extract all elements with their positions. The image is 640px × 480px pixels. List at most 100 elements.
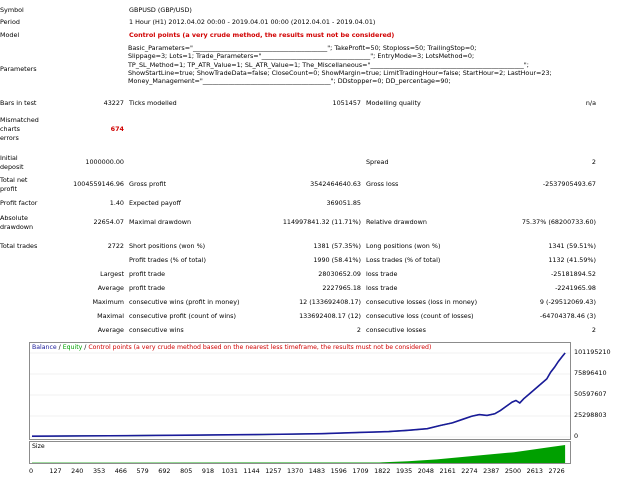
total-net-profit-label: Total net: [0, 176, 28, 184]
initial-deposit-value: 1000000.00: [85, 158, 124, 166]
parameters-line: Money_Management="______________________…: [128, 77, 451, 86]
maximal-cons-loss-value: -64704378.46 (3): [539, 312, 596, 320]
mismatched-label: Mismatched: [0, 116, 39, 124]
balance-line: [31, 352, 566, 437]
x-tick-label: 1257: [265, 467, 282, 475]
y-tick-label: 75896410: [574, 369, 607, 377]
modelling-quality-value: n/a: [585, 99, 596, 107]
spread-label: Spread: [366, 158, 389, 166]
size-chart: Size: [29, 441, 571, 464]
maximal-cons-profit-label: consecutive profit (count of wins): [129, 312, 236, 320]
bars-in-test-label: Bars in test: [0, 99, 37, 107]
short-positions-value: 1381 (57.35%): [313, 242, 361, 250]
maximal-cons-loss-label: consecutive loss (count of losses): [366, 312, 474, 320]
x-tick-label: 692: [158, 467, 171, 475]
equity-line: [31, 352, 566, 437]
total-net-profit-label: profit: [0, 185, 17, 193]
average-profit-label: profit trade: [129, 284, 166, 292]
relative-drawdown-label: Relative drawdown: [366, 218, 427, 226]
profit-factor-label: Profit factor: [0, 199, 38, 207]
largest-label: Largest: [100, 270, 124, 278]
x-tick-label: 240: [71, 467, 84, 475]
parameters-line: Slippage=3; Lots=1; Trade_Parameters="__…: [128, 52, 475, 61]
legend-balance: Balance: [32, 344, 57, 351]
x-tick-label: 2387: [483, 467, 500, 475]
largest-profit-label: profit trade: [129, 270, 166, 278]
initial-deposit-label: deposit: [0, 163, 24, 171]
expected-payoff-value: 369051.85: [326, 199, 361, 207]
long-positions-label: Long positions (won %): [366, 242, 441, 250]
gross-profit-value: 3542464640.63: [310, 180, 361, 188]
expected-payoff-label: Expected payoff: [129, 199, 181, 207]
y-tick-label: 0: [574, 432, 579, 440]
x-tick-label: 2726: [548, 467, 565, 475]
average-loss-label: loss trade: [366, 284, 398, 292]
total-trades-value: 2722: [107, 242, 124, 250]
x-tick-label: 918: [201, 467, 215, 475]
max-cons-wins-value: 12 (133692408.17): [299, 298, 361, 306]
x-tick-label: 1709: [352, 467, 369, 475]
legend-note: Control points (a very crude method base…: [88, 344, 432, 351]
x-tick-label: 1935: [395, 467, 413, 475]
size-label: Size: [32, 443, 45, 450]
x-tick-label: 579: [136, 467, 149, 475]
mismatched-label: errors: [0, 134, 19, 142]
profit-trades-label: Profit trades (% of total): [129, 256, 206, 264]
x-tick-label: 2613: [526, 467, 543, 475]
period-value: 1 Hour (H1) 2012.04.02 00:00 - 2019.04.0…: [129, 18, 376, 26]
average-profit-value: 2227965.18: [322, 284, 361, 292]
maximal-drawdown-value: 114997841.32 (11.71%): [282, 218, 361, 226]
model-label: Model: [0, 31, 20, 39]
total-net-profit-value: 1004559146.96: [73, 180, 124, 188]
legend-separator: /: [82, 344, 89, 351]
y-tick-label: 25298803: [574, 411, 607, 419]
profit-trades-value: 1990 (58.41%): [313, 256, 361, 264]
symbol-value: GBPUSD (GBP/USD): [129, 6, 192, 14]
period-label: Period: [0, 18, 20, 26]
mismatched-label: charts: [0, 125, 20, 133]
loss-trades-label: Loss trades (% of total): [366, 256, 441, 264]
gross-loss-label: Gross loss: [366, 180, 399, 188]
maximal-cons-profit-value: 133692408.17 (12): [299, 312, 361, 320]
x-tick-label: 2048: [417, 467, 434, 475]
legend-equity: Equity: [62, 344, 83, 351]
avg-cons-wins-label: consecutive wins: [129, 326, 184, 334]
x-tick-label: 2161: [439, 467, 456, 475]
balance-chart-plot: [30, 352, 570, 438]
size-area: [32, 445, 566, 463]
largest-loss-label: loss trade: [366, 270, 398, 278]
x-tick-label: 2500: [504, 467, 522, 475]
x-tick-label: 353: [92, 467, 106, 475]
relative-drawdown-value: 75.37% (68200733.60): [521, 218, 596, 226]
short-positions-label: Short positions (won %): [129, 242, 206, 250]
modelling-quality-label: Modelling quality: [366, 99, 421, 107]
absolute-drawdown-label: drawdown: [0, 223, 34, 231]
chart-legend: Balance / Equity / Control points (a ver…: [32, 344, 431, 351]
x-tick-label: 127: [49, 467, 62, 475]
parameters-line: ShowStartLine=true; ShowTradeData=false;…: [128, 68, 552, 77]
ticks-modelled-label: Ticks modelled: [129, 99, 177, 107]
maximal-label: Maximal: [97, 312, 124, 320]
gross-loss-value: -2537905493.67: [542, 180, 596, 188]
avg-cons-label: Average: [97, 326, 124, 334]
y-tick-label: 101195210: [574, 348, 611, 356]
long-positions-value: 1341 (59.51%): [548, 242, 596, 250]
maximum-label: Maximum: [92, 298, 125, 306]
average-loss-value: -2241965.98: [555, 284, 596, 292]
x-tick-label: 1483: [308, 467, 326, 475]
loss-trades-value: 1132 (41.59%): [548, 256, 596, 264]
max-cons-losses-label: consecutive losses (loss in money): [366, 298, 478, 306]
avg-cons-losses-label: consecutive losses: [366, 326, 426, 334]
average-label: Average: [97, 284, 124, 292]
total-trades-label: Total trades: [0, 242, 38, 250]
parameters-label: Parameters: [0, 65, 37, 73]
symbol-label: Symbol: [0, 6, 24, 14]
x-tick-label: 1822: [374, 467, 391, 475]
x-tick-label: 0: [28, 467, 34, 475]
absolute-drawdown-value: 22654.07: [93, 218, 125, 226]
x-tick-label: 1144: [243, 467, 260, 475]
mismatched-value: 674: [110, 125, 124, 133]
spread-value: 2: [591, 158, 596, 166]
balance-chart: Balance / Equity / Control points (a ver…: [29, 342, 571, 440]
x-tick-label: 1370: [287, 467, 304, 475]
